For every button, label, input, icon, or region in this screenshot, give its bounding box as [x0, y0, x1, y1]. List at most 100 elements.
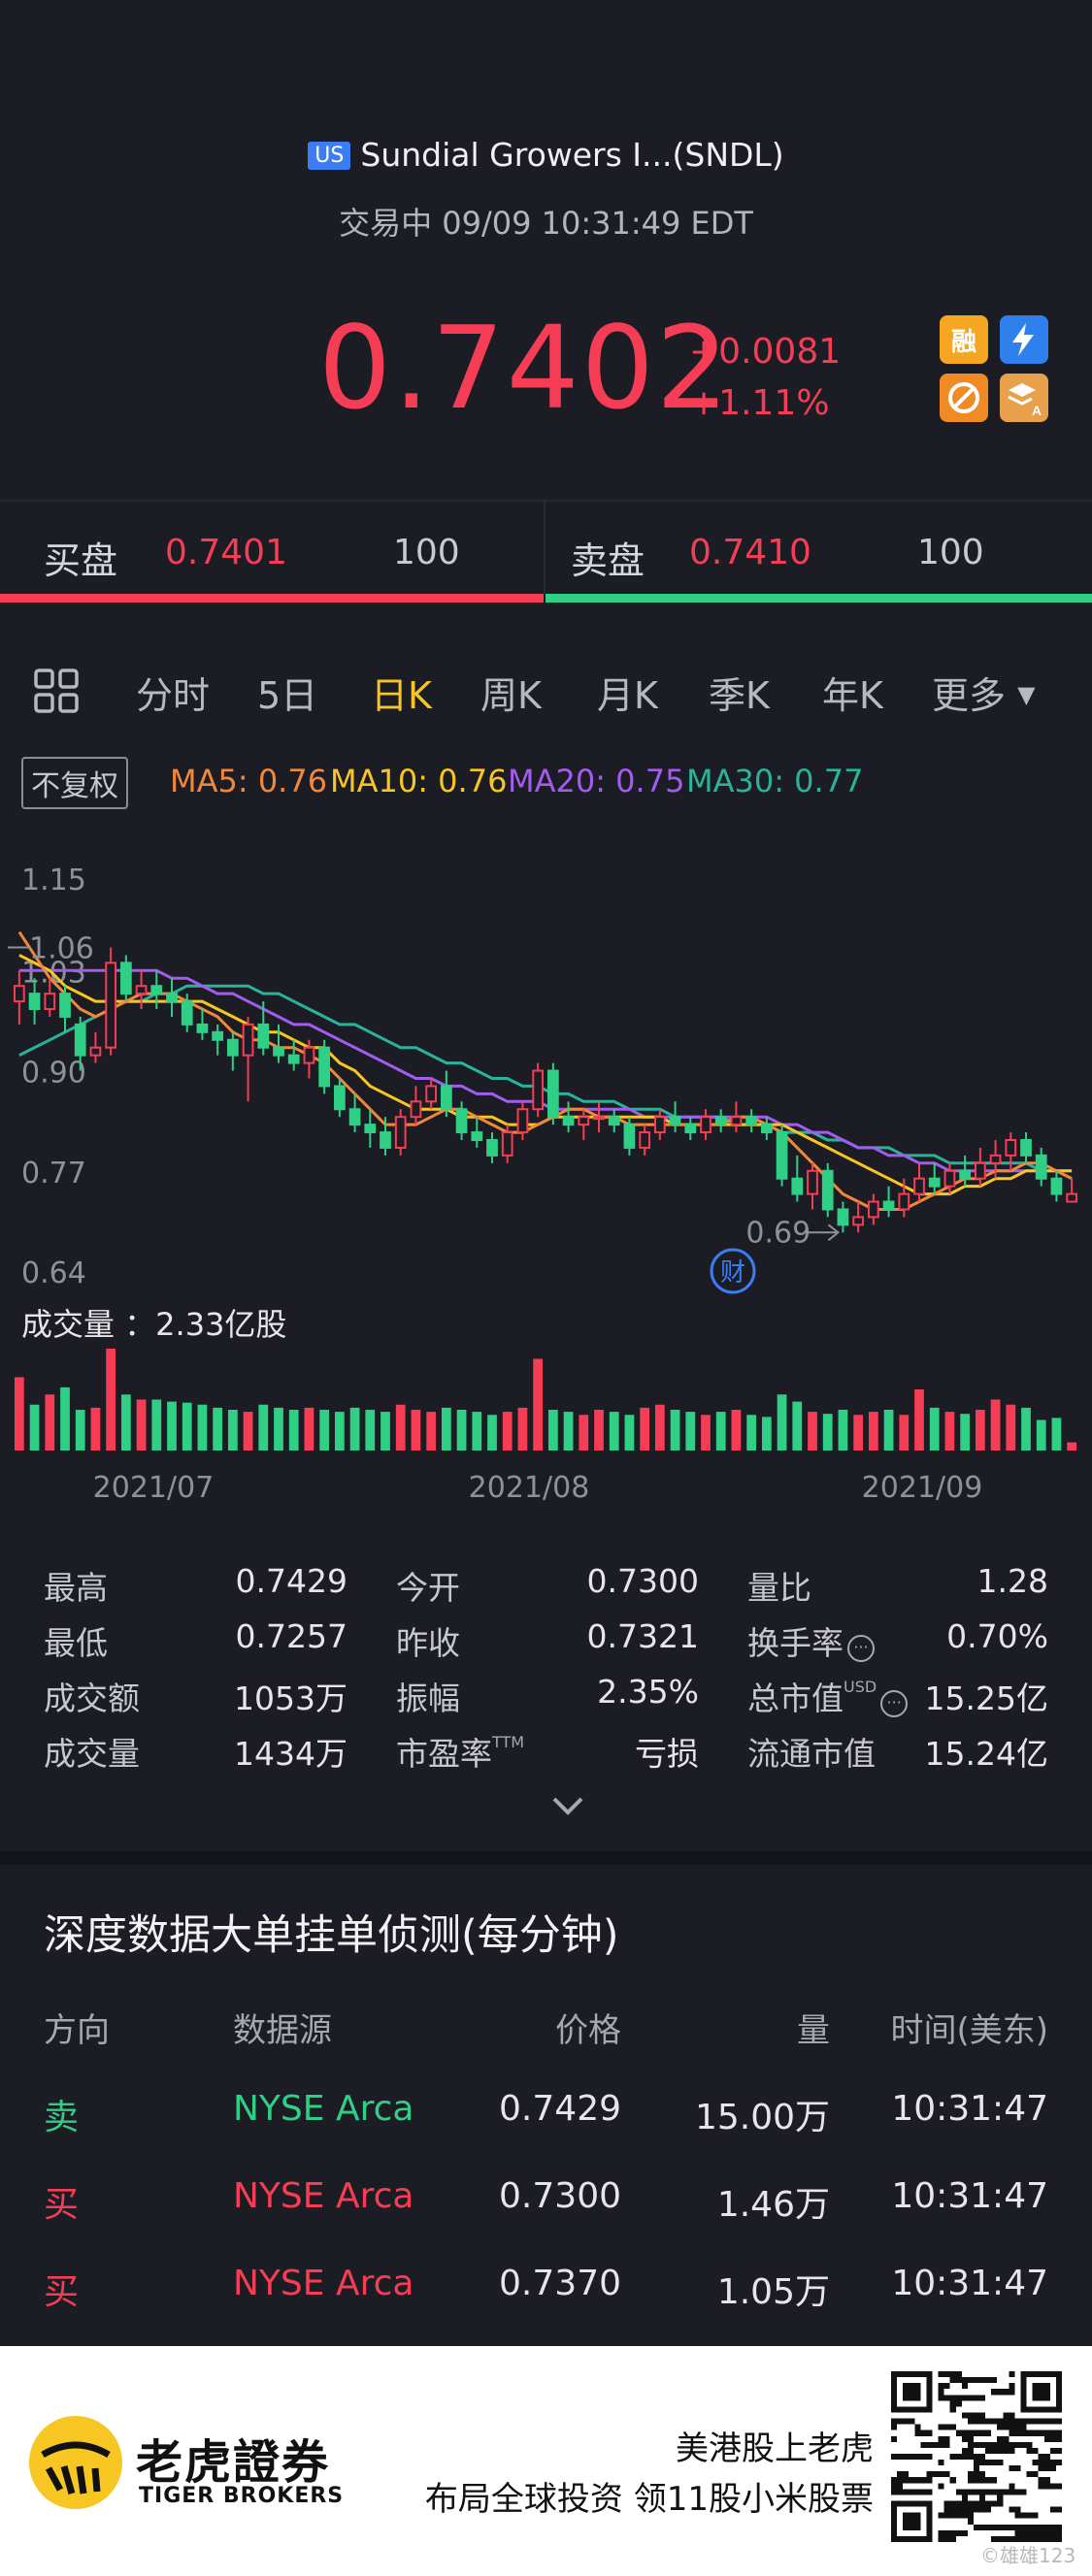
qr-code-icon[interactable]	[891, 2371, 1062, 2542]
qr-module	[979, 2494, 986, 2501]
candle-down	[1020, 1139, 1032, 1157]
tab-quarterly-k[interactable]: 季K	[709, 674, 770, 717]
kline-chart[interactable]: 1.151.030.900.770.64 1.060.69财 2021/07 20…	[0, 844, 1092, 1504]
volume-bar	[106, 1349, 116, 1451]
tab-5day[interactable]: 5日	[257, 674, 318, 717]
tab-more[interactable]: 更多 ▼	[932, 666, 1036, 719]
qr-module	[920, 2453, 927, 2461]
qr-module	[943, 2535, 950, 2542]
qr-module	[1026, 2447, 1033, 2454]
qr-module	[1003, 2441, 1009, 2448]
row-time: 10:31:47	[891, 2176, 1048, 2216]
qr-module	[955, 2453, 962, 2461]
qr-module	[1038, 2524, 1044, 2530]
volume-bar	[197, 1404, 208, 1451]
qr-module	[967, 2512, 974, 2519]
qr-module	[997, 2494, 1004, 2501]
volume-bar	[746, 1415, 757, 1451]
qr-module	[991, 2441, 998, 2448]
level1-icon[interactable]	[1000, 315, 1048, 364]
qr-module	[985, 2447, 992, 2454]
stat-label-prev-close: 昨收	[396, 1624, 460, 1662]
qr-finder	[926, 2371, 933, 2413]
qr-module	[991, 2535, 998, 2542]
qr-module	[1038, 2465, 1044, 2472]
volume-bar	[990, 1399, 1001, 1451]
more-info-icon[interactable]: ···	[880, 1690, 909, 1717]
candle-down	[119, 962, 132, 995]
stat-label-market-cap[interactable]: 总市值USD···	[747, 1673, 909, 1719]
section-divider	[0, 1851, 1092, 1865]
qr-module	[1049, 2529, 1056, 2536]
more-info-icon[interactable]: ···	[847, 1635, 875, 1662]
qr-module	[973, 2500, 980, 2507]
qr-module	[897, 2418, 904, 2425]
candle-up	[700, 1116, 711, 1134]
qr-finder	[1032, 2383, 1050, 2401]
volume-bar	[487, 1415, 497, 1451]
qr-module	[1003, 2389, 1009, 2396]
candle-down	[623, 1124, 636, 1149]
qr-module	[949, 2506, 956, 2513]
qr-module	[1055, 2435, 1062, 2442]
qr-module	[961, 2500, 968, 2507]
volume-bar	[90, 1407, 101, 1451]
no-short-icon[interactable]	[940, 374, 988, 422]
qr-module	[997, 2389, 1004, 2396]
stat-label-high: 最高	[44, 1569, 108, 1607]
qr-module	[979, 2471, 986, 2478]
qr-module	[991, 2447, 998, 2454]
qr-module	[997, 2500, 1004, 2507]
bid-ask-panel[interactable]: 买盘 0.7401 100 卖盘 0.7410 100	[0, 500, 1092, 602]
qr-module	[938, 2535, 944, 2542]
tab-intraday[interactable]: 分时	[136, 674, 211, 717]
candle-up	[639, 1131, 651, 1149]
stat-label-turnover-rate-text: 换手率	[747, 1624, 844, 1662]
qr-module	[979, 2418, 986, 2425]
volume-bar	[151, 1399, 162, 1451]
footer-banner: 老虎證券 TIGER BROKERS 美港股上老虎 布局全球投资 领11股小米股…	[0, 2346, 1092, 2576]
candle-up	[135, 985, 148, 995]
qr-module	[903, 2418, 910, 2425]
svg-text:A: A	[1032, 403, 1042, 418]
qr-module	[1014, 2429, 1021, 2436]
candle-up	[898, 1192, 910, 1211]
volume-bar	[792, 1401, 803, 1451]
qr-module	[961, 2395, 968, 2401]
qr-module	[891, 2483, 898, 2490]
adjust-selector[interactable]: 不复权	[21, 757, 128, 809]
qr-module	[1014, 2424, 1021, 2430]
volume-bar	[914, 1389, 924, 1451]
margin-icon[interactable]: 融	[940, 315, 988, 364]
qr-module	[961, 2453, 968, 2461]
qr-module	[1038, 2529, 1044, 2536]
grid-layout-icon[interactable]	[33, 668, 80, 714]
qr-module	[943, 2471, 950, 2478]
qr-module	[949, 2395, 956, 2401]
qr-module	[985, 2377, 992, 2384]
ma30-label: MA30: 0.77	[686, 763, 864, 799]
tab-yearly-k[interactable]: 年K	[822, 674, 883, 717]
stat-label-turnover-rate[interactable]: 换手率 ···	[747, 1617, 875, 1664]
expand-chevron-icon[interactable]	[548, 1793, 587, 1818]
qr-module	[997, 2424, 1004, 2430]
stat-value-low: 0.7257	[235, 1617, 347, 1655]
tab-weekly-k[interactable]: 周K	[480, 674, 542, 717]
qr-module	[955, 2377, 962, 2384]
qr-module	[938, 2435, 944, 2442]
stack-a-icon[interactable]: A	[1000, 374, 1048, 422]
qr-module	[1043, 2483, 1050, 2490]
tab-daily-k[interactable]: 日K	[371, 674, 432, 717]
stat-value-amplitude: 2.35%	[597, 1673, 699, 1711]
volume-bar	[472, 1412, 482, 1451]
qr-module	[991, 2460, 998, 2466]
tab-monthly-k[interactable]: 月K	[597, 674, 658, 717]
chart-period-tabs: 分时 5日 日K 周K 月K 季K 年K 更多 ▼	[0, 660, 1092, 718]
volume-bar	[944, 1412, 955, 1451]
qr-module	[1043, 2465, 1050, 2472]
volume-bar	[547, 1410, 558, 1451]
qr-module	[1020, 2535, 1027, 2542]
qr-module	[1032, 2471, 1039, 2478]
volume-bar	[29, 1404, 40, 1451]
stat-label-pe: 市盈率TTM	[396, 1728, 524, 1775]
